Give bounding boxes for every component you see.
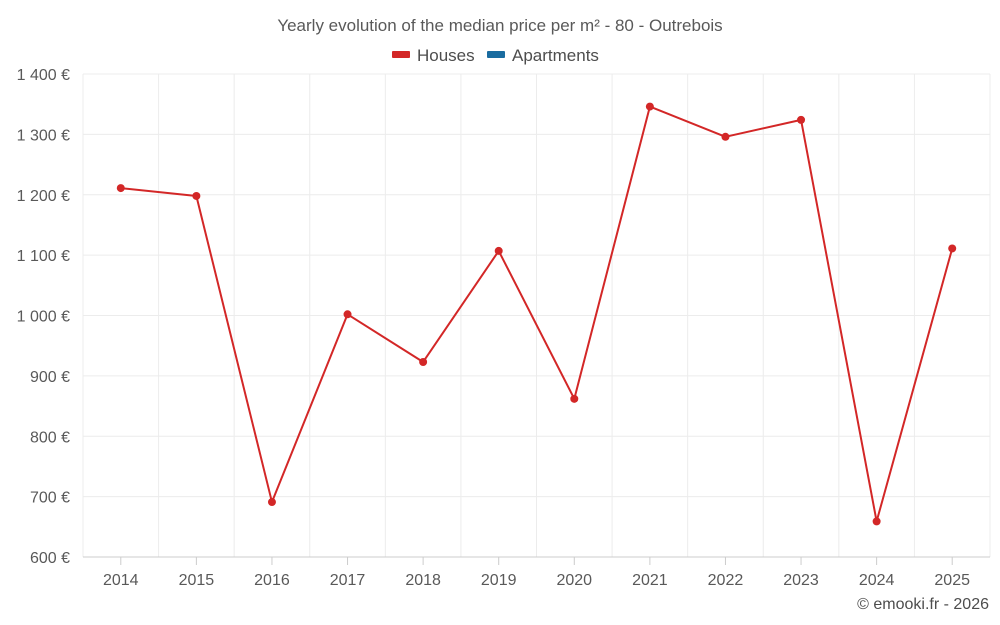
- x-tick-label: 2017: [330, 572, 366, 589]
- x-tick-label: 2014: [103, 572, 139, 589]
- legend-swatch-apartments: [487, 51, 505, 58]
- series-line-houses: [120, 105, 954, 523]
- data-point-houses[interactable]: [419, 357, 428, 366]
- x-tick-label: 2016: [254, 572, 290, 589]
- data-point-houses[interactable]: [116, 184, 125, 193]
- series-layer: [116, 102, 957, 526]
- data-point-houses[interactable]: [494, 246, 503, 255]
- legend-label-apartments: Apartments: [512, 46, 599, 65]
- x-axis: 2014 2015 2016 2017 2018 2019 2020 2021 2022 2023…: [83, 556, 990, 589]
- x-tick-label: 2021: [632, 572, 668, 589]
- y-tick-label: 1 300 €: [17, 127, 70, 144]
- y-tick-label: 700 €: [30, 490, 70, 507]
- y-tick-label: 600 €: [30, 550, 70, 567]
- data-point-houses[interactable]: [645, 102, 654, 111]
- data-point-houses[interactable]: [872, 517, 881, 526]
- y-tick-label: 1 000 €: [17, 309, 70, 326]
- x-tick-label: 2018: [405, 572, 441, 589]
- legend: Houses Apartments: [392, 46, 599, 65]
- y-tick-label: 900 €: [30, 369, 70, 386]
- data-point-houses[interactable]: [570, 394, 579, 403]
- y-tick-label: 1 100 €: [17, 248, 70, 265]
- x-tick-label: 2023: [783, 572, 819, 589]
- x-tick-label: 2025: [934, 572, 970, 589]
- data-point-houses[interactable]: [343, 310, 352, 319]
- legend-item-apartments[interactable]: Apartments: [487, 46, 599, 65]
- data-point-houses[interactable]: [721, 132, 730, 141]
- data-point-houses[interactable]: [192, 191, 201, 200]
- x-tick-label: 2022: [708, 572, 744, 589]
- y-tick-label: 1 200 €: [17, 188, 70, 205]
- data-point-houses[interactable]: [797, 115, 806, 124]
- data-point-houses[interactable]: [267, 498, 276, 507]
- x-tick-label: 2015: [179, 572, 215, 589]
- chart-title: Yearly evolution of the median price per…: [277, 16, 722, 35]
- y-tick-label: 1 400 €: [17, 67, 70, 84]
- legend-swatch-houses: [392, 51, 410, 58]
- x-tick-label: 2024: [859, 572, 895, 589]
- x-tick-label: 2020: [556, 572, 592, 589]
- y-tick-label: 800 €: [30, 429, 70, 446]
- credit-text: © emooki.fr - 2026: [857, 596, 989, 613]
- x-tick-label: 2019: [481, 572, 517, 589]
- legend-label-houses: Houses: [417, 46, 475, 65]
- legend-item-houses[interactable]: Houses: [392, 46, 475, 65]
- data-point-houses[interactable]: [948, 244, 957, 253]
- y-axis: 1 400 € 1 300 € 1 200 € 1 100 € 1 000 € 900 €…: [17, 67, 70, 567]
- grid: [82, 73, 991, 557]
